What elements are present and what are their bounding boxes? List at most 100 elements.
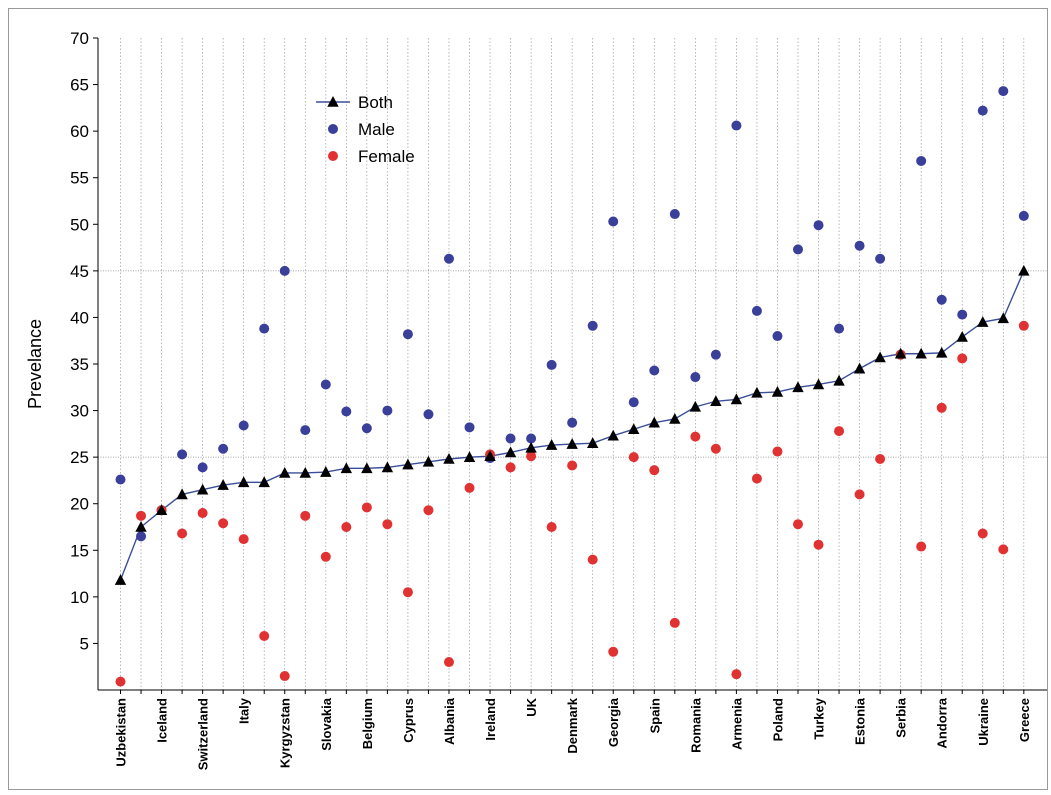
x-tick-label: Albania [442, 697, 457, 745]
point-male [1018, 210, 1029, 221]
point-male [567, 417, 578, 428]
point-female [936, 402, 947, 413]
point-female [710, 443, 721, 454]
point-both [545, 439, 558, 450]
point-female [957, 353, 968, 364]
x-tick-label: Armenia [729, 697, 744, 750]
y-tick-label: 20 [70, 495, 89, 514]
point-both [936, 346, 948, 358]
point-both [771, 385, 784, 397]
legend-marker-female [328, 151, 338, 161]
point-both [792, 381, 804, 393]
point-female [136, 510, 147, 521]
x-tick-label: Turkey [812, 697, 827, 739]
x-tick-label: Kyrgyzstan [278, 698, 293, 768]
point-male [628, 397, 639, 408]
point-male [875, 253, 886, 264]
point-both [114, 574, 127, 585]
point-both [320, 466, 332, 477]
legend: Both Male Female [316, 93, 415, 166]
point-both [504, 446, 517, 458]
y-tick-label: 55 [70, 169, 89, 188]
point-both [525, 441, 537, 453]
x-tick-label: Andorra [935, 697, 950, 748]
point-male [792, 244, 803, 255]
point-both [484, 450, 496, 462]
point-both [340, 462, 353, 474]
point-female [464, 482, 475, 493]
legend-label-male: Male [358, 120, 395, 139]
point-female [526, 451, 537, 462]
y-tick-label: 25 [70, 448, 89, 467]
point-both [176, 488, 188, 500]
point-female [916, 541, 927, 552]
point-female [423, 505, 434, 516]
x-tick-label: Romania [688, 697, 703, 753]
point-male [690, 372, 701, 383]
y-tick-label: 50 [70, 215, 89, 234]
point-both [730, 393, 743, 405]
point-both [196, 483, 209, 495]
point-female [443, 657, 454, 668]
point-male [443, 253, 454, 264]
y-tick-labels: 5 10 15 20 25 30 35 40 45 50 55 60 65 70 [70, 29, 89, 653]
point-male [669, 209, 680, 220]
legend-label-both: Both [358, 93, 393, 112]
point-both [812, 378, 825, 390]
point-male [341, 406, 352, 417]
data-points [114, 86, 1030, 687]
point-both [361, 462, 373, 474]
x-tick-label: Spain [647, 698, 662, 733]
point-male [998, 86, 1009, 97]
point-male [546, 359, 557, 370]
point-male [772, 331, 783, 342]
y-axis-label: Prevelance [25, 319, 45, 409]
point-female [238, 534, 249, 545]
point-both [648, 416, 660, 428]
legend-label-female: Female [358, 147, 415, 166]
point-both [874, 351, 886, 363]
y-tick-label: 30 [70, 402, 89, 421]
point-male [813, 220, 824, 231]
point-female [218, 518, 229, 529]
point-male [382, 405, 393, 416]
point-male [115, 474, 126, 485]
point-female [567, 460, 578, 471]
point-female [197, 508, 208, 519]
x-tick-label: Ireland [483, 698, 498, 741]
y-tick-label: 15 [70, 541, 89, 560]
point-female [854, 489, 865, 500]
point-both [669, 412, 681, 424]
point-male [526, 433, 537, 444]
x-tick-label: Ukraine [976, 698, 991, 746]
point-both [237, 476, 250, 488]
point-male [238, 420, 249, 431]
point-male [587, 320, 598, 331]
point-female [731, 669, 742, 680]
point-both [258, 476, 270, 488]
point-female [792, 519, 803, 530]
point-female [751, 473, 762, 484]
point-both [628, 423, 640, 434]
point-female [998, 544, 1009, 555]
point-female [649, 465, 660, 476]
point-both [217, 479, 229, 490]
point-both [915, 347, 927, 359]
y-tick-label: 40 [70, 308, 89, 327]
point-female [320, 551, 331, 562]
point-female [279, 671, 290, 682]
point-male [197, 462, 208, 473]
x-tick-label: UK [524, 697, 539, 716]
point-female [505, 462, 516, 473]
point-female [382, 519, 393, 530]
point-male [710, 349, 721, 360]
point-female [341, 522, 352, 532]
y-tick-label: 45 [70, 262, 89, 281]
point-both [997, 312, 1009, 324]
point-male [464, 422, 475, 433]
point-both [751, 386, 763, 398]
point-male [649, 365, 660, 376]
x-tick-label: Belgium [360, 698, 375, 749]
point-female [402, 587, 413, 598]
point-female [813, 539, 824, 550]
